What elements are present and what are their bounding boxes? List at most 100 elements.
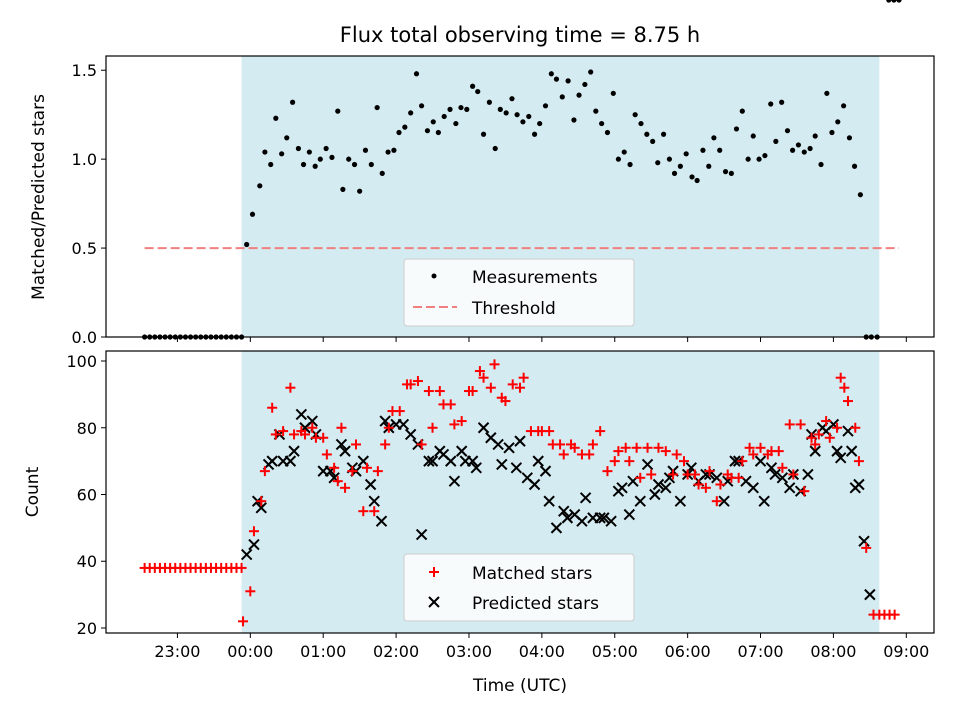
- predicted-point: [769, 468, 781, 481]
- matched-point: [474, 366, 485, 377]
- matched-point: [238, 616, 249, 627]
- measurement-point: [548, 71, 554, 77]
- predicted-point: [295, 408, 308, 421]
- matched-point: [832, 422, 843, 433]
- x-tick-label: 23:00: [154, 642, 200, 661]
- matched-point: [711, 496, 722, 507]
- matched-point: [489, 359, 500, 370]
- measurement-point: [351, 161, 358, 168]
- predicted-point: [368, 495, 380, 507]
- matched-point: [485, 382, 496, 393]
- predicted-point: [492, 438, 504, 451]
- measurement-point: [492, 145, 498, 152]
- bottom-y-axis-label: Count: [23, 466, 43, 517]
- matched-point: [842, 396, 853, 407]
- measurement-point: [464, 106, 470, 112]
- measurement-point: [694, 177, 700, 184]
- measurement-point: [593, 108, 599, 114]
- matched-point: [853, 456, 864, 467]
- predicted-point: [426, 455, 439, 467]
- measurement-point: [413, 71, 420, 77]
- measurement-point: [801, 149, 807, 155]
- measurement-point: [807, 145, 813, 152]
- matched-point: [693, 479, 704, 490]
- measurement-point: [244, 241, 250, 248]
- predicted-point: [605, 515, 617, 527]
- predicted-point: [576, 515, 588, 527]
- measurement-point: [475, 88, 481, 95]
- matched-point: [336, 422, 347, 433]
- measurement-point: [717, 147, 723, 153]
- matched-point: [799, 486, 810, 497]
- measurement-point: [424, 128, 431, 134]
- predicted-point: [503, 442, 515, 454]
- legend-predicted-marker: [428, 596, 440, 608]
- predicted-point: [550, 522, 563, 534]
- matched-point: [824, 432, 835, 443]
- measurement-point: [268, 161, 274, 168]
- measurement-point: [480, 131, 487, 137]
- matched-point: [788, 469, 799, 480]
- measurement-point: [340, 186, 346, 192]
- measurement-point: [323, 145, 329, 152]
- measurement-point: [773, 138, 779, 144]
- matched-point: [602, 466, 613, 477]
- measurement-point: [689, 174, 695, 180]
- matched-point: [733, 472, 744, 483]
- predicted-point: [397, 418, 410, 431]
- predicted-point: [758, 495, 770, 507]
- x-tick-label: 08:00: [810, 642, 856, 661]
- measurement-point: [441, 113, 447, 120]
- measurement-point: [829, 129, 835, 136]
- matched-point: [569, 442, 580, 453]
- legend-matched-marker: [429, 567, 439, 577]
- matched-point: [405, 379, 416, 390]
- matched-point: [500, 396, 511, 407]
- predicted-point: [528, 478, 541, 491]
- predicted-point: [674, 495, 687, 507]
- measurement-point: [886, 0, 892, 3]
- predicted-point: [375, 515, 388, 527]
- predicted-point: [288, 445, 300, 457]
- matched-point: [889, 609, 900, 620]
- measurement-point: [486, 99, 492, 105]
- predicted-point: [845, 445, 858, 457]
- chart-title: Flux total observing time = 8.75 h: [340, 23, 700, 47]
- predicted-point: [765, 462, 778, 474]
- measurement-point: [762, 152, 768, 159]
- matched-point: [704, 466, 715, 477]
- predicted-point: [248, 538, 260, 551]
- matched-point: [609, 456, 620, 467]
- measurement-point: [520, 119, 526, 125]
- matched-point: [270, 429, 281, 440]
- predicted-point: [802, 468, 814, 481]
- predicted-point: [649, 488, 661, 501]
- measurement-point: [627, 161, 633, 168]
- measurement-point: [896, 0, 902, 3]
- bottom-x-ticks: 23:00 00:00 01:00 02:00 03:00 04:00 05:00 06:00…: [154, 633, 929, 661]
- matched-point: [289, 429, 300, 440]
- top-legend: Measurements Threshold: [403, 258, 635, 327]
- matched-point: [259, 466, 270, 477]
- predicted-point: [266, 455, 278, 467]
- measurement-point: [824, 90, 830, 96]
- matched-point: [372, 466, 383, 477]
- predicted-point: [641, 458, 654, 471]
- measurement-point: [599, 120, 605, 127]
- matched-point: [810, 439, 821, 450]
- y-tick-label: 1.0: [72, 150, 97, 169]
- matched-point: [423, 386, 434, 397]
- matched-point: [434, 386, 445, 397]
- measurement-point: [447, 106, 453, 112]
- predicted-point: [718, 495, 730, 507]
- measurement-point: [402, 124, 408, 130]
- measurement-point: [458, 104, 464, 111]
- measurement-point: [514, 112, 520, 118]
- predicted-point: [594, 512, 606, 524]
- predicted-point: [783, 482, 796, 494]
- y-tick-label: 0.5: [72, 239, 97, 258]
- x-tick-label: 00:00: [227, 642, 273, 661]
- x-tick-label: 01:00: [300, 642, 346, 661]
- predicted-point: [364, 478, 377, 491]
- matched-point: [449, 419, 460, 430]
